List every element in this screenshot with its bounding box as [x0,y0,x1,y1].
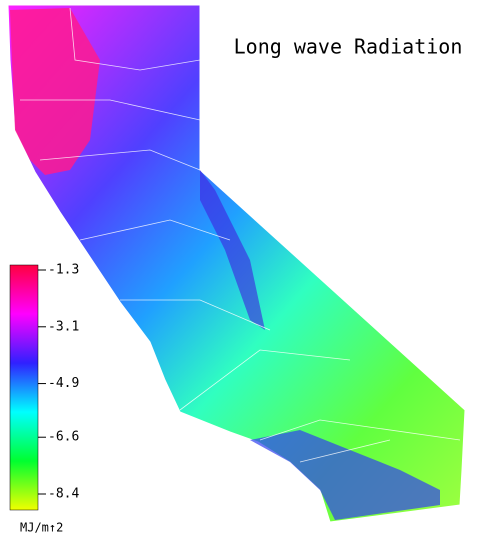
colorbar: MJ/m↑2 -1.3 -3.1 -4.9 -6.6 -8.4 [9,263,79,535]
south-coast-patch [250,430,440,520]
colorbar-scale [9,264,39,511]
map-title: Long wave Radiation [234,35,463,59]
california [7,4,466,523]
tick-label: -6.6 [48,430,79,445]
sierra-patch [200,170,265,330]
north-coast-patch [10,8,100,175]
colorbar-label: MJ/m↑2 [20,521,63,535]
tick-label: -1.3 [48,263,79,278]
county-line [20,7,461,463]
tick-label: -4.9 [48,376,79,391]
tick-label: -8.4 [48,487,79,502]
tick-label: -3.1 [48,319,79,334]
county-lines [20,7,461,463]
